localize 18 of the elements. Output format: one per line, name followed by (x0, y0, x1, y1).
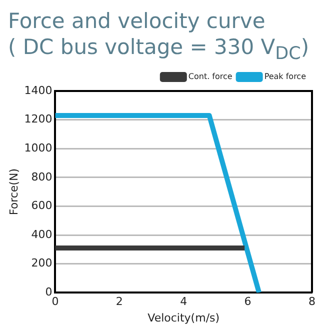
y-tick-label: 1000 (24, 142, 52, 155)
y-tick-label: 600 (31, 199, 52, 212)
x-tick-label: 4 (180, 295, 188, 308)
chart-title: Force and velocity curve (8, 8, 266, 34)
legend-label: Peak force (264, 72, 306, 82)
x-axis-title: Velocity(m/s) (148, 311, 220, 324)
x-tick-label: 2 (116, 295, 123, 308)
x-tick-label: 6 (244, 295, 252, 308)
y-tick-label: 400 (31, 228, 52, 242)
y-axis-title: Force(N) (7, 168, 20, 216)
chart-subtitle: ( DC bus voltage = 330 V$_{DC}$) (8, 34, 310, 66)
legend-label: Cont. force (188, 72, 232, 82)
x-tick-label: 8 (308, 295, 316, 308)
y-tick-label: 1200 (24, 112, 52, 126)
y-tick-label: 800 (31, 170, 52, 184)
y-tick-label: 200 (31, 256, 52, 270)
y-tick-label: 1400 (24, 84, 52, 98)
y-tick-label: 0 (45, 286, 52, 299)
